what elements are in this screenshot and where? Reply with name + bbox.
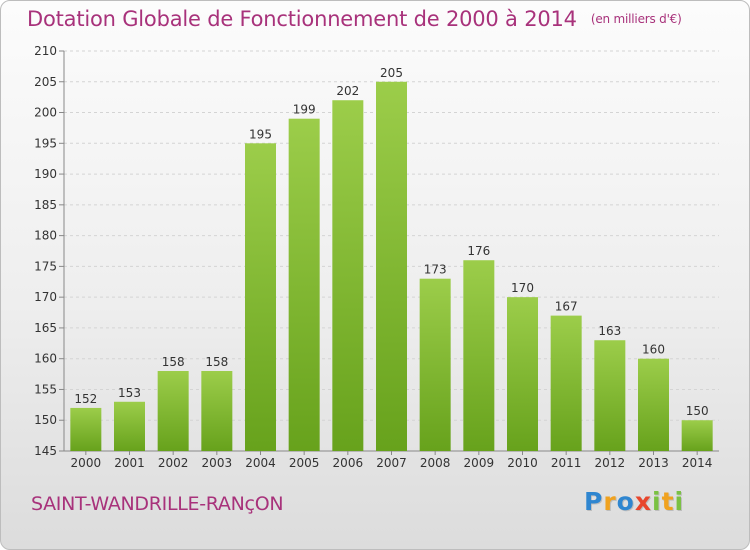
value-label-2004: 195 [249,127,272,141]
logo-letter: x [634,487,652,516]
bar-2004 [245,143,276,452]
y-tick-label: 190 [34,167,57,181]
value-label-2005: 199 [293,103,316,117]
x-tick-label-2014: 2014 [682,456,713,470]
chart-title-text: Dotation Globale de Fonctionnement de 20… [27,7,577,31]
bar-2006 [332,100,364,451]
value-label-2010: 170 [511,281,534,295]
value-label-2013: 160 [642,343,665,357]
x-tick-labels: 2000 2001 2002 2003 2004 2005 2006 2007 2008 2009… [71,456,713,470]
y-tick-label: 195 [34,136,57,150]
value-label-2001: 153 [118,386,141,400]
bar-2003 [201,371,233,451]
value-label-2003: 158 [205,355,228,369]
x-tick-label-2004: 2004 [245,456,276,470]
bars [70,81,713,452]
x-tick-label-2007: 2007 [376,456,407,470]
bar-2009 [463,260,495,451]
x-tick-label-2005: 2005 [289,456,320,470]
y-tick-label: 210 [34,44,57,58]
y-tick-label: 155 [34,382,57,396]
proxiti-logo: Proxiti [584,487,684,516]
bar-2011 [550,315,582,451]
bar-2014 [681,420,713,451]
chart-unit-label: (en milliers d'€) [590,12,682,26]
value-label-2006: 202 [336,84,359,98]
chart-title: Dotation Globale de Fonctionnement de 20… [27,7,682,31]
x-tick-label-2003: 2003 [202,456,233,470]
y-tick-label: 200 [34,106,57,120]
logo-letter: o [616,487,635,516]
bar-2005 [288,118,320,451]
y-tick-label: 150 [34,413,57,427]
y-tick-label: 165 [34,321,57,335]
bar-2012 [594,340,626,451]
x-tick-label-2001: 2001 [114,456,145,470]
x-tick-label-2011: 2011 [551,456,582,470]
logo-letter: P [584,487,604,516]
x-tick-label-2012: 2012 [595,456,626,470]
logo-letter: i [652,487,662,516]
y-tick-label: 180 [34,229,57,243]
value-labels: 152 153 158 158 195 199 202 205 173 176 170 167 163 1… [74,66,708,418]
bar-2010 [507,297,538,451]
x-tick-label-2002: 2002 [158,456,189,470]
bar-2013 [638,358,669,451]
commune-name: SAINT-WANDRILLE-RANçON [31,493,284,515]
x-tick-label-2006: 2006 [333,456,364,470]
x-tick-label-2008: 2008 [420,456,451,470]
bar-2000 [70,407,102,451]
logo-letter: i [674,487,685,516]
value-label-2009: 176 [467,244,490,258]
y-tick-label: 145 [34,444,57,458]
x-tick-label-2009: 2009 [464,456,495,470]
logo-letter: t [661,487,675,516]
value-label-2000: 152 [74,392,97,406]
bar-2007 [376,81,407,452]
x-tick-label-2010: 2010 [507,456,538,470]
x-tick-label-2000: 2000 [71,456,102,470]
bar-2002 [157,371,189,451]
bar-2001 [114,401,145,451]
value-label-2002: 158 [162,355,185,369]
y-tick-label: 185 [34,198,57,212]
value-label-2011: 167 [555,300,578,314]
value-label-2014: 150 [686,404,709,418]
y-tick-label: 160 [34,352,57,366]
y-tick-label: 175 [34,259,57,273]
bar-2008 [419,278,451,451]
y-tick-labels: 145 150 155 160 165 170 175 180 185 190 195 200 205 2… [34,44,57,458]
value-label-2007: 205 [380,66,403,80]
x-tick-label-2013: 2013 [638,456,669,470]
value-label-2012: 163 [598,324,621,338]
value-label-2008: 173 [424,263,447,277]
y-tick-label: 170 [34,290,57,304]
logo-letter: r [603,487,617,516]
y-tick-label: 205 [34,75,57,89]
